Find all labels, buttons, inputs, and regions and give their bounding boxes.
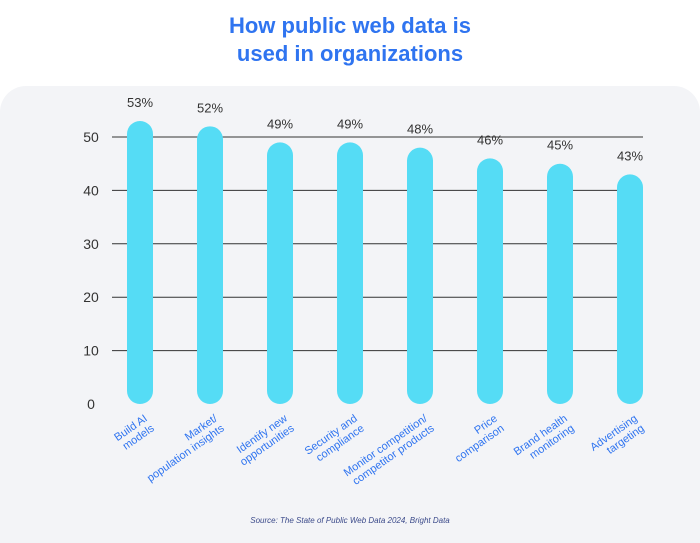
data-label: 43%: [617, 148, 643, 163]
chart-title-line-2: used in organizations: [236, 41, 464, 66]
bar: [127, 120, 153, 404]
x-tick-label: Brand healthmonitoring: [512, 413, 577, 468]
x-tick-label: Identify newopportunities: [231, 412, 297, 468]
y-tick-label: 20: [83, 289, 99, 305]
data-label: 46%: [477, 132, 503, 147]
x-tick-label: Pricecomparison: [446, 413, 506, 465]
data-label: 45%: [547, 138, 573, 153]
x-tick-label: Market/population insights: [138, 412, 227, 484]
bar: [547, 163, 573, 404]
y-tick-label: 10: [83, 343, 99, 359]
chart-title: How public web data is used in organizat…: [0, 12, 700, 68]
data-label: 52%: [197, 100, 223, 115]
data-label: 49%: [267, 116, 293, 131]
bar: [337, 142, 363, 404]
bar: [267, 142, 293, 404]
chart-title-line-1: How public web data is: [228, 13, 472, 38]
x-tick-label: Advertisingtargeting: [588, 413, 646, 464]
y-tick-label: 0: [87, 396, 95, 412]
data-label: 49%: [337, 116, 363, 131]
y-tick-label: 40: [83, 182, 99, 198]
x-tick-label: Build AImodels: [112, 412, 157, 453]
bar: [197, 126, 223, 404]
y-tick-label: 30: [83, 236, 99, 252]
y-tick-label: 50: [83, 129, 99, 145]
source-note: Source: The State of Public Web Data 202…: [250, 516, 450, 525]
data-label: 48%: [407, 122, 433, 137]
bar: [617, 174, 643, 404]
data-label: 53%: [127, 95, 153, 110]
bar: [407, 147, 433, 404]
bar: [477, 158, 503, 404]
